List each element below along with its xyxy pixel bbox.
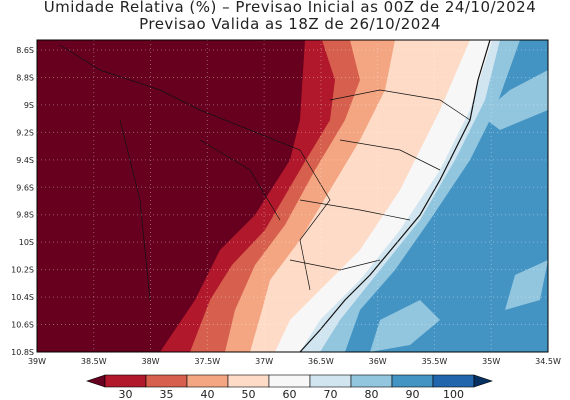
colorbar-label: 90	[406, 388, 420, 400]
colorbar-bin	[186, 374, 229, 388]
lat-label: 10.4S	[11, 293, 34, 302]
lat-label: 10.2S	[11, 266, 34, 275]
map-frame	[36, 39, 549, 353]
colorbar-bin	[268, 374, 311, 388]
colorbar-arrow	[86, 374, 106, 388]
lon-label: 36.5W	[308, 357, 334, 366]
lat-label: 8.8S	[16, 73, 34, 82]
colorbar-label: 40	[201, 388, 215, 400]
colorbar-bin	[350, 374, 393, 388]
colorbar-bin	[391, 374, 434, 388]
title: Umidade Relativa (%) – Previsao Inicial …	[44, 0, 537, 16]
colorbar-label: 30	[119, 388, 133, 400]
colorbar-bin	[309, 374, 352, 388]
lat-label: 9.4S	[16, 156, 34, 165]
lon-label: 37W	[255, 357, 273, 366]
colorbar-bin	[104, 374, 147, 388]
colorbar-arrow	[473, 374, 493, 388]
colorbar-label: 60	[283, 388, 297, 400]
lon-label: 35W	[482, 357, 500, 366]
lat-label: 9S	[24, 101, 34, 110]
colorbar-label: 80	[365, 388, 379, 400]
lat-label: 10S	[19, 238, 34, 247]
lon-label: 38.5W	[81, 357, 107, 366]
lat-label: 9.8S	[16, 211, 34, 220]
map-field	[37, 40, 548, 352]
colorbar-bin	[145, 374, 188, 388]
subtitle: Previsao Valida as 18Z de 26/10/2024	[139, 15, 441, 33]
colorbar: 30 35 40 50 60 70 80 90 100	[86, 374, 493, 400]
colorbar-label: 50	[242, 388, 256, 400]
lat-label: 10.6S	[11, 321, 34, 330]
lon-label: 35.5W	[422, 357, 448, 366]
lat-label: 9.6S	[16, 183, 34, 192]
axis-labels: 8.6S 8.8S 9S 9.2S 9.4S 9.6S 9.8S 10S 10.2S 10.4S 1…	[11, 46, 561, 366]
lat-label: 8.6S	[16, 46, 34, 55]
colorbar-label: 70	[324, 388, 338, 400]
colorbar-label: 35	[160, 388, 174, 400]
lon-label: 38W	[142, 357, 160, 366]
colorbar-bin	[432, 374, 475, 388]
lon-label: 37.5W	[194, 357, 220, 366]
colorbar-label: 100	[443, 388, 464, 400]
lat-label: 10.8S	[11, 348, 34, 357]
lon-label: 39W	[28, 357, 46, 366]
lon-label: 36W	[369, 357, 387, 366]
colorbar-bin	[227, 374, 270, 388]
lon-label: 34.5W	[535, 357, 561, 366]
lat-label: 9.2S	[16, 128, 34, 137]
